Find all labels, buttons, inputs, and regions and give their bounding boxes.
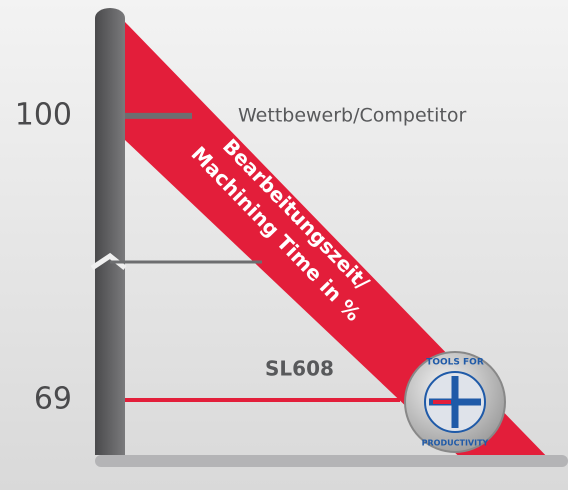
y-axis-bar xyxy=(95,8,125,455)
y-tick-label: 69 xyxy=(34,382,72,417)
badge: TOOLS FOR PRODUCTIVITY xyxy=(404,351,506,453)
x-axis-bar xyxy=(95,455,568,467)
badge-text: TOOLS FOR xyxy=(426,358,484,368)
axis-break xyxy=(90,252,127,271)
level-label: Wettbewerb/Competitor xyxy=(238,104,466,126)
level-label: SL608 xyxy=(265,357,334,381)
y-tick-label: 100 xyxy=(15,97,72,132)
badge-text: PRODUCTIVITY xyxy=(422,439,489,448)
